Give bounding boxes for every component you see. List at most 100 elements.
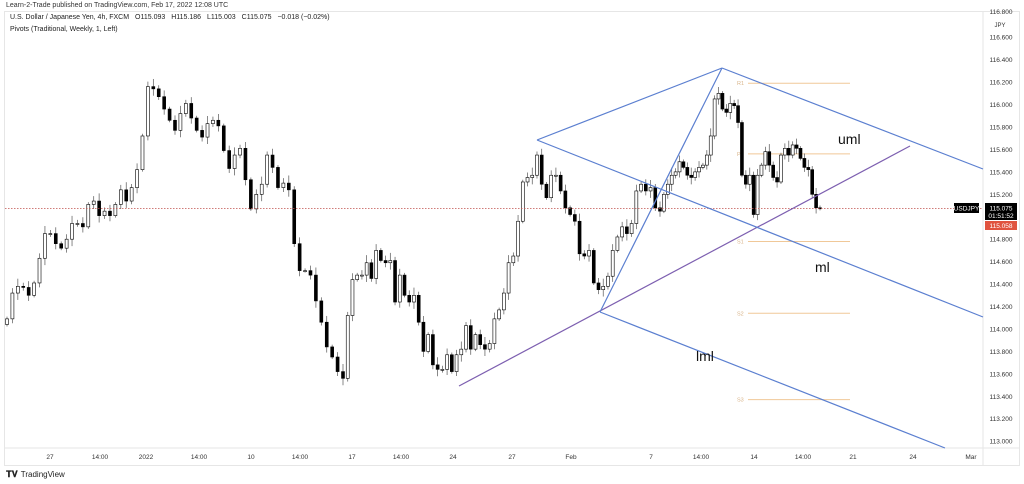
candle	[673, 168, 678, 179]
candle	[402, 272, 407, 298]
candle-body	[102, 210, 107, 216]
pivot-label: S1	[737, 239, 744, 245]
candle	[708, 128, 713, 162]
candle-body	[435, 364, 440, 370]
candle	[232, 147, 237, 176]
candle	[798, 146, 803, 161]
candle	[64, 234, 69, 253]
indicator-legend[interactable]: Pivots (Traditional, Weekly, 1, Left)	[10, 26, 118, 33]
candle-body	[677, 161, 682, 173]
pitchfork-median-line[interactable]	[536, 139, 984, 318]
x-tick-label: 17	[348, 454, 356, 461]
candle-body	[525, 177, 530, 183]
pitchfork-anchor-line[interactable]	[536, 67, 723, 141]
candle	[276, 165, 280, 190]
candle	[397, 268, 402, 308]
candle-body	[591, 250, 596, 284]
candle	[740, 120, 744, 178]
candle-body	[724, 108, 729, 113]
candle	[113, 202, 118, 218]
candle-body	[16, 286, 20, 294]
candle-body	[681, 161, 686, 168]
candle-body	[779, 154, 783, 183]
candle	[606, 272, 610, 290]
candle-body	[759, 164, 764, 176]
candle	[345, 311, 350, 382]
candle-body	[669, 174, 674, 185]
published-header: Learn-2-Trade published on TradingView.c…	[6, 2, 229, 9]
candle	[281, 178, 286, 193]
candle-body	[763, 151, 768, 166]
candle	[407, 290, 412, 307]
symbol-name[interactable]: U.S. Dollar / Japanese Yen, 4h, FXCM	[10, 14, 130, 21]
candle-body	[43, 233, 47, 259]
x-tick-label: 27	[508, 454, 516, 461]
candle	[379, 248, 383, 263]
candle-body	[606, 275, 610, 287]
x-tick-label: 14:00	[795, 454, 812, 461]
ohlc-open: O115.093	[135, 14, 166, 21]
candle	[535, 151, 539, 179]
candle-body	[75, 223, 80, 225]
candle	[426, 332, 430, 354]
symbol-tag: USDJPY	[954, 206, 980, 213]
candle	[697, 161, 701, 178]
candle-body	[810, 169, 814, 195]
candle-body	[798, 148, 803, 159]
candle-body	[167, 108, 172, 121]
candle	[308, 265, 313, 280]
candle-body	[720, 93, 725, 110]
pitchfork-handle[interactable]	[599, 67, 723, 313]
pitchfork-lower-line[interactable]	[599, 311, 946, 449]
candle	[568, 205, 572, 217]
candle-body	[732, 103, 736, 106]
candle-body	[814, 194, 818, 209]
candle	[162, 90, 166, 115]
candle	[10, 288, 15, 324]
candle-body	[767, 151, 772, 166]
candle-body	[544, 183, 549, 198]
candle	[554, 167, 558, 183]
candle	[806, 159, 811, 177]
candle	[287, 175, 291, 197]
candle-body	[119, 189, 123, 205]
candle	[473, 332, 478, 352]
pitchfork-upper-line[interactable]	[721, 67, 984, 170]
candle	[140, 133, 145, 172]
candle-body	[374, 250, 378, 279]
candle	[620, 221, 624, 242]
candle-body	[276, 167, 280, 188]
tradingview-logo[interactable]: 𝐓𝐕 TradingView	[6, 469, 65, 480]
candle	[525, 172, 530, 187]
candle-body	[450, 354, 454, 372]
candle	[747, 167, 752, 192]
candle-body	[794, 144, 799, 149]
x-tick-label: 14:00	[92, 454, 109, 461]
ohlc-high: H115.186	[171, 14, 202, 21]
candle	[693, 168, 697, 181]
candle-body	[184, 103, 188, 114]
candle-body	[232, 154, 237, 169]
candle-body	[708, 135, 713, 156]
x-tick-label: 7	[649, 454, 653, 461]
candle-body	[530, 174, 535, 178]
x-tick-label: 14:00	[693, 454, 710, 461]
candle	[173, 115, 177, 135]
candle-body	[716, 93, 721, 100]
candle	[440, 365, 445, 373]
candle	[435, 357, 440, 377]
candle	[360, 270, 364, 280]
candle	[416, 291, 421, 326]
candle	[129, 183, 134, 205]
candle-body	[620, 226, 624, 238]
candle-body	[492, 318, 497, 344]
candle-body	[697, 167, 701, 173]
candle	[102, 207, 107, 219]
candle	[303, 268, 307, 273]
pitchfork-median-handle[interactable]	[458, 145, 911, 387]
candle	[21, 282, 26, 291]
candle	[539, 148, 544, 190]
candle	[610, 244, 615, 282]
candle	[648, 179, 653, 198]
